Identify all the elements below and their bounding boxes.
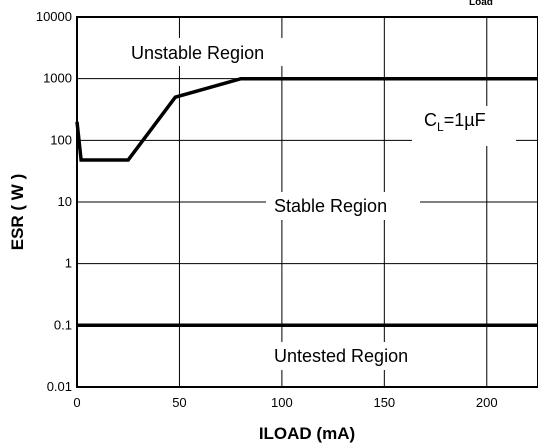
y-tick-label: 0.1 [54,317,72,332]
x-axis-title: ILOAD (mA) [259,424,355,443]
y-tick-label: 1000 [43,71,72,86]
x-tick-label: 150 [373,395,395,410]
unstable-label-bg [122,38,308,66]
stable-region-label: Stable Region [274,196,387,216]
y-tick-label: 10 [58,194,72,209]
y-tick-label: 10000 [36,9,72,24]
untested-region-label: Untested Region [274,346,408,366]
tick-labels: 0.01 0.1 1 10 100 1000 10000 0 50 100 150 200 [36,9,498,410]
cl-subscript: L [437,120,444,134]
cl-symbol: C [424,110,437,130]
x-tick-label: 100 [271,395,293,410]
cl-annotation: CL=1µF [424,110,486,134]
series-group [75,76,538,328]
x-tick-label: 0 [73,395,80,410]
y-tick-label: 0.01 [47,379,72,394]
cl-label-bg [412,106,516,146]
stability-boundary-line [75,76,538,162]
unstable-region-label: Unstable Region [131,43,264,63]
cl-value: =1µF [444,110,486,130]
y-tick-label: 100 [50,132,72,147]
x-tick-label: 50 [172,395,186,410]
untested-label-bg [266,342,446,370]
y-axis-title: ESR ( W ) [8,174,27,251]
x-tick-label: 200 [476,395,498,410]
plot-area-frame [76,16,538,388]
cropped-top-label: Load [469,0,493,8]
stable-label-bg [266,192,420,220]
y-tick-label: 1 [65,256,72,271]
